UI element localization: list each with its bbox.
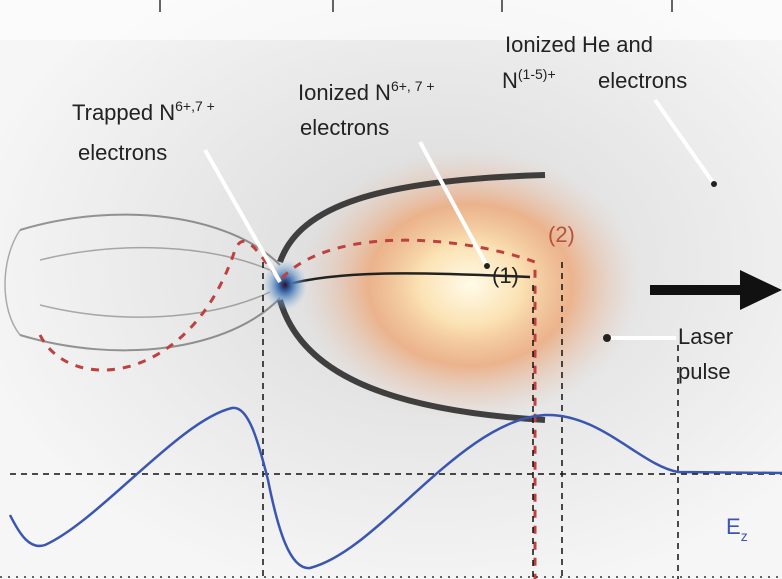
label-text: Ionized N — [298, 80, 391, 105]
label-sup: 6+,7 + — [175, 98, 215, 114]
label: electrons — [300, 115, 389, 140]
field-sub: z — [741, 528, 748, 544]
label-text: N — [502, 68, 518, 93]
label: pulse — [678, 359, 731, 384]
trajectory-label: (2) — [548, 222, 575, 247]
label: electrons — [78, 140, 167, 165]
label: electrons — [598, 68, 687, 93]
figure: Trapped N6+,7 + electrons Ionized N6+, 7… — [0, 0, 782, 579]
label: Laser — [678, 324, 733, 349]
top-fade — [0, 0, 782, 40]
label: Ionized He and — [505, 32, 653, 57]
trajectory-label: (1) — [492, 263, 519, 288]
label-text: Trapped N — [72, 100, 175, 125]
label-sup: 6+, 7 + — [391, 78, 435, 94]
field-text: E — [726, 514, 741, 539]
label-sup: (1-5)+ — [518, 66, 556, 82]
